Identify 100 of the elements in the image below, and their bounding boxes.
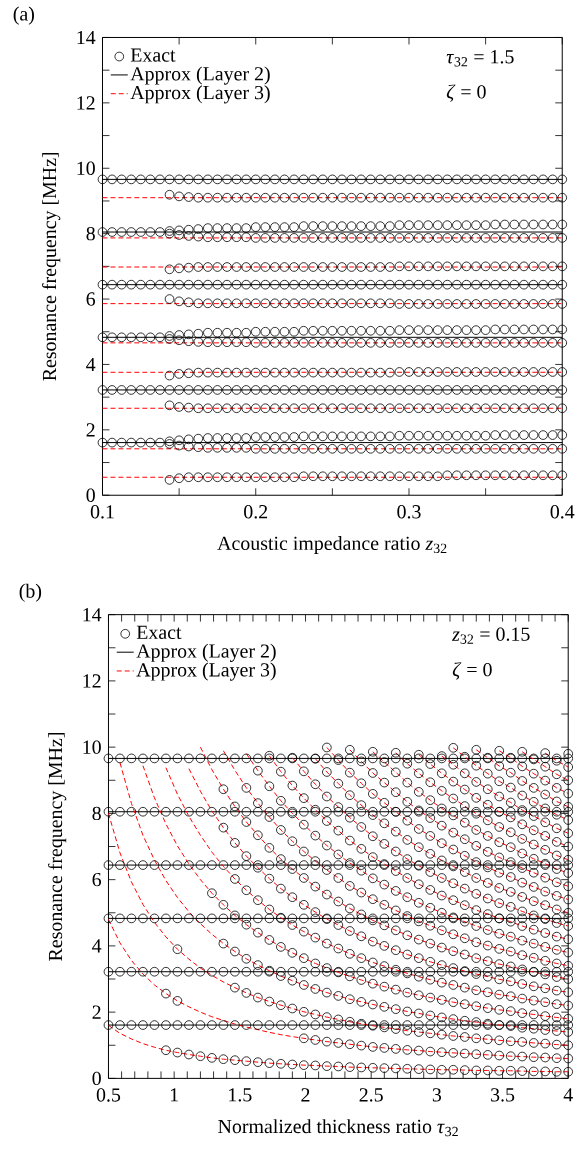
point [547,261,558,272]
point [517,906,527,917]
point [367,810,378,820]
point [517,848,527,859]
point [461,279,472,290]
point [115,753,125,764]
point [551,864,562,874]
point [509,279,519,290]
chart-title: (b) [19,583,41,602]
point [269,174,280,185]
point [229,1055,240,1065]
point [333,1061,343,1072]
point [183,966,194,977]
point [174,335,184,346]
point [528,1066,539,1077]
point [174,191,184,202]
point [260,279,270,290]
point [551,904,562,915]
point [390,846,401,857]
point [442,385,452,395]
point [365,298,376,309]
point [480,367,491,377]
point [505,767,516,778]
point [390,905,401,916]
point [202,443,213,453]
x-tick-label: 2 [301,1088,310,1102]
point [298,846,309,857]
point [519,403,529,414]
point [183,806,194,817]
point [269,298,280,309]
point [425,777,435,788]
point [505,946,516,957]
point [482,909,493,919]
point [563,1000,573,1011]
point [551,945,562,955]
point [183,913,194,924]
point [413,953,424,963]
point [231,472,242,483]
point [222,327,232,338]
point [451,470,462,481]
point [375,298,385,309]
point [517,913,527,924]
point [289,326,299,337]
point [241,885,252,896]
point [551,958,562,969]
point [448,827,458,838]
point [365,192,376,203]
point [432,325,443,335]
point [308,471,318,482]
point [103,966,114,977]
point [202,232,213,243]
point [471,444,481,454]
x-tick-label: 4 [563,1088,573,1102]
point [241,433,251,443]
point [174,440,184,451]
point [356,997,366,1007]
point [365,403,376,414]
point [287,913,297,924]
point [308,221,318,231]
point [540,1025,550,1035]
point [528,981,539,992]
point [250,279,261,290]
point [202,192,213,203]
point [547,233,558,243]
point [413,233,424,243]
point [231,443,242,453]
point [402,1025,412,1036]
point [413,898,424,908]
point [298,860,309,870]
point [356,279,366,290]
point [509,174,519,185]
point [183,402,194,413]
point [509,324,519,335]
point [287,780,297,791]
point [390,984,401,995]
point [528,924,539,935]
point [116,227,127,237]
point [499,403,510,414]
point [490,367,500,377]
point [356,338,366,348]
point [321,806,332,817]
point [126,913,137,924]
point [375,367,385,378]
point [563,987,573,998]
point [519,367,529,377]
point [365,367,376,378]
point [390,860,401,870]
line-series [521,751,569,781]
point [482,1003,493,1013]
point [115,913,125,924]
point [337,221,347,231]
point [264,812,274,822]
point [337,192,347,203]
point [413,261,424,272]
point [563,947,573,958]
point [402,815,412,826]
point [490,324,500,335]
point [425,753,435,764]
point [126,1020,137,1030]
point [390,787,401,797]
